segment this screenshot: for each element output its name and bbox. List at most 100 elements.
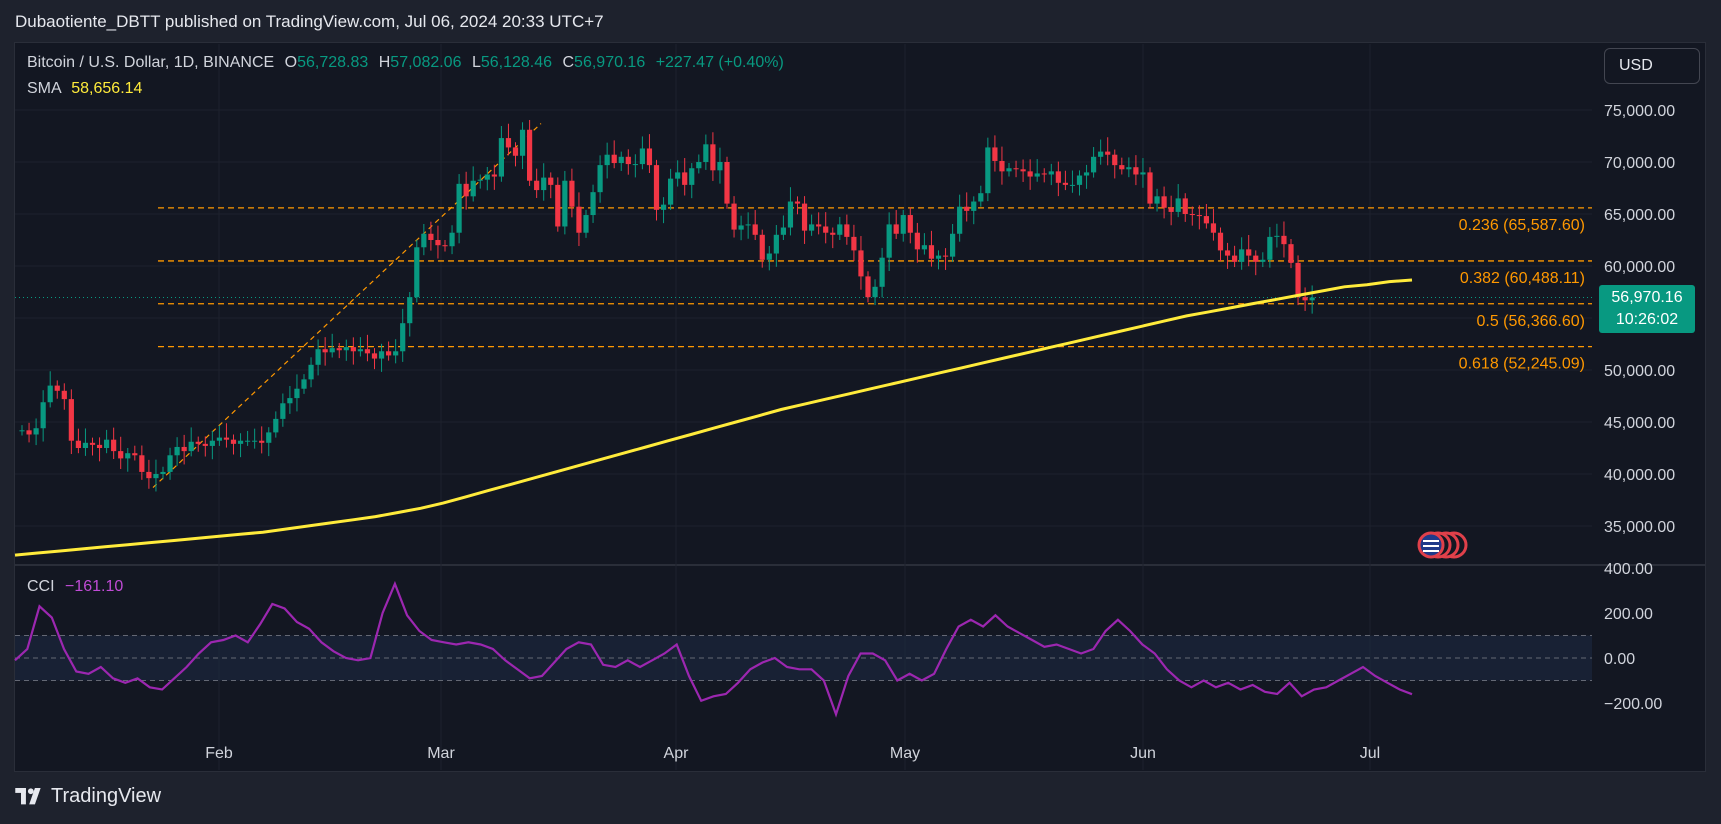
price-tick-label: 75,000.00 [1604, 103, 1675, 120]
cci-tick-label: 400.00 [1604, 561, 1653, 578]
change-value: +227.47 (+0.40%) [655, 54, 784, 71]
candle-body [935, 255, 942, 259]
candle-body [188, 441, 194, 452]
cci-legend[interactable]: CCI −161.10 [27, 578, 123, 596]
cci-pane [14, 580, 1592, 718]
candle-body [689, 168, 695, 185]
candle-body [534, 180, 540, 191]
candle-body [89, 442, 96, 445]
candle-body [527, 129, 533, 181]
candle-body [111, 439, 117, 452]
candle-body [54, 385, 60, 391]
candle-body [999, 160, 1005, 172]
candle-body [512, 147, 519, 156]
candle-body [47, 385, 53, 403]
candle-body [773, 234, 779, 254]
time-axis: Feb Mar Apr May Jun Jul [205, 745, 1380, 762]
candle-body [985, 147, 991, 194]
candle-body [816, 224, 822, 227]
candle-body [597, 165, 603, 193]
candle-body [759, 234, 765, 260]
candle-body [1217, 232, 1224, 251]
candle-body [449, 232, 455, 247]
candle-body [414, 247, 420, 298]
candle-body [505, 138, 512, 148]
candle-body [1232, 255, 1238, 262]
candle-body [858, 250, 864, 277]
candle-body [477, 179, 483, 181]
candle-body [61, 390, 67, 400]
candle-body [174, 446, 180, 456]
sma-label: SMA [27, 80, 61, 97]
candle-body [1062, 182, 1068, 185]
candle-body [837, 224, 843, 235]
candle-body [1203, 216, 1209, 224]
candle-body [590, 192, 596, 216]
candle-body [82, 442, 89, 448]
candlestick-series [19, 119, 1315, 492]
candle-body [1098, 151, 1104, 157]
symbol-legend[interactable]: Bitcoin / U.S. Dollar, 1D, BINANCE O56,7… [27, 54, 790, 72]
sma-legend[interactable]: SMA 58,656.14 [27, 80, 142, 98]
candle-body [223, 437, 230, 440]
fib-trend-line [152, 123, 542, 488]
candle-body [900, 215, 906, 234]
month-label: Jul [1360, 745, 1380, 762]
cci-tick-label: 0.00 [1604, 651, 1635, 668]
candle-body [1154, 196, 1160, 204]
candle-body [68, 399, 74, 441]
candle-body [879, 257, 885, 287]
candle-body [202, 443, 208, 446]
candle-body [611, 154, 617, 164]
price-tick-label: 70,000.00 [1604, 155, 1675, 172]
candle-body [463, 183, 469, 197]
high-label: H [378, 54, 391, 71]
currency-button[interactable]: USD [1604, 48, 1700, 84]
candle-body [484, 174, 490, 180]
candle-body [971, 201, 977, 211]
flag-events-icon[interactable] [1417, 531, 1468, 559]
candle-body [1210, 223, 1217, 233]
candle-body [237, 440, 244, 444]
candle-body [893, 224, 899, 234]
candle-body [1295, 262, 1301, 298]
candle-body [104, 439, 110, 448]
candle-body [1309, 297, 1315, 301]
candle-body [1196, 215, 1202, 217]
candle-body [167, 455, 173, 472]
candle-body [675, 172, 681, 179]
candle-body [865, 276, 871, 298]
candle-body [266, 432, 272, 443]
candle-body [844, 224, 850, 237]
price-tick-label: 35,000.00 [1604, 519, 1675, 536]
candle-body [703, 144, 709, 162]
fib-level-label: 0.382 (60,488.11) [1460, 270, 1585, 287]
tradingview-brand[interactable]: TradingView [15, 785, 161, 808]
candle-body [562, 180, 568, 227]
candle-body [1048, 171, 1054, 175]
candle-body [625, 156, 631, 165]
sma-line [14, 278, 1413, 557]
candle-body [329, 348, 335, 353]
candle-body [907, 215, 913, 233]
candle-body [195, 441, 201, 444]
candle-body [308, 364, 314, 380]
candle-body [1260, 259, 1266, 262]
candle-body [371, 353, 378, 359]
tradingview-logo-icon [15, 787, 41, 804]
symbol-name: Bitcoin / U.S. Dollar, 1D, BINANCE [27, 54, 275, 71]
candle-body [252, 440, 258, 442]
candle-body [259, 440, 265, 443]
candle-body [1161, 196, 1167, 208]
candle-body [745, 224, 751, 226]
candle-body [287, 398, 293, 404]
candle-body [752, 224, 758, 235]
candle-body [576, 206, 582, 233]
candle-body [668, 178, 674, 205]
candle-body [1041, 173, 1047, 175]
month-label: May [890, 745, 920, 762]
candle-body [435, 240, 441, 246]
candle-body [653, 165, 660, 210]
candle-body [470, 180, 476, 197]
